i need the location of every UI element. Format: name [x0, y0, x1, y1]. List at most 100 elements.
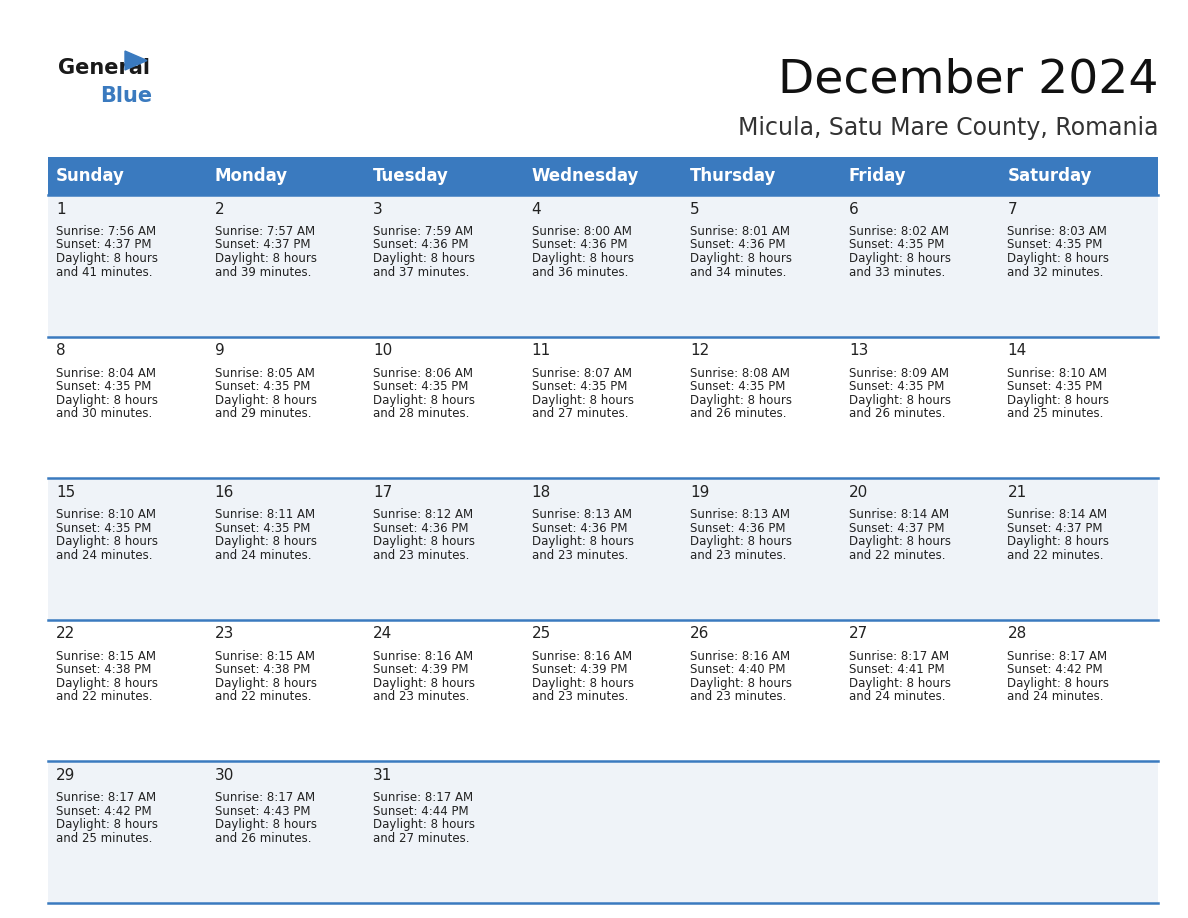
Text: Sunset: 4:36 PM: Sunset: 4:36 PM: [532, 239, 627, 252]
Text: 18: 18: [532, 485, 551, 499]
Text: Sunrise: 8:03 AM: Sunrise: 8:03 AM: [1007, 225, 1107, 238]
Text: and 34 minutes.: and 34 minutes.: [690, 265, 786, 278]
Text: 2: 2: [215, 201, 225, 217]
Text: Wednesday: Wednesday: [532, 167, 639, 185]
Text: Sunset: 4:35 PM: Sunset: 4:35 PM: [690, 380, 785, 393]
Text: 7: 7: [1007, 201, 1017, 217]
Text: Daylight: 8 hours: Daylight: 8 hours: [215, 252, 316, 265]
Text: Daylight: 8 hours: Daylight: 8 hours: [373, 677, 475, 689]
Text: Sunrise: 8:09 AM: Sunrise: 8:09 AM: [849, 366, 949, 380]
Text: Daylight: 8 hours: Daylight: 8 hours: [373, 535, 475, 548]
Text: and 23 minutes.: and 23 minutes.: [373, 690, 469, 703]
Text: 13: 13: [849, 343, 868, 358]
Text: Sunrise: 8:15 AM: Sunrise: 8:15 AM: [215, 650, 315, 663]
Bar: [48, 337, 1158, 478]
Text: Sunset: 4:35 PM: Sunset: 4:35 PM: [1007, 239, 1102, 252]
Bar: [48, 761, 1158, 903]
Text: Daylight: 8 hours: Daylight: 8 hours: [690, 394, 792, 407]
Text: Daylight: 8 hours: Daylight: 8 hours: [849, 252, 950, 265]
Text: 24: 24: [373, 626, 392, 642]
Text: Daylight: 8 hours: Daylight: 8 hours: [215, 677, 316, 689]
Text: Monday: Monday: [215, 167, 287, 185]
Text: Sunset: 4:36 PM: Sunset: 4:36 PM: [373, 239, 468, 252]
Text: and 24 minutes.: and 24 minutes.: [849, 690, 946, 703]
Text: Daylight: 8 hours: Daylight: 8 hours: [56, 535, 158, 548]
Text: Sunset: 4:39 PM: Sunset: 4:39 PM: [532, 664, 627, 677]
Text: 28: 28: [1007, 626, 1026, 642]
Text: Sunset: 4:35 PM: Sunset: 4:35 PM: [849, 380, 944, 393]
Text: and 28 minutes.: and 28 minutes.: [373, 407, 469, 420]
Text: and 26 minutes.: and 26 minutes.: [690, 407, 786, 420]
Text: Sunrise: 8:12 AM: Sunrise: 8:12 AM: [373, 509, 473, 521]
Text: and 37 minutes.: and 37 minutes.: [373, 265, 469, 278]
Text: and 29 minutes.: and 29 minutes.: [215, 407, 311, 420]
Polygon shape: [125, 51, 147, 70]
Text: 31: 31: [373, 767, 392, 783]
Text: Sunset: 4:43 PM: Sunset: 4:43 PM: [215, 805, 310, 818]
Text: 11: 11: [532, 343, 551, 358]
Bar: [48, 620, 1158, 761]
Text: and 27 minutes.: and 27 minutes.: [532, 407, 628, 420]
Text: and 27 minutes.: and 27 minutes.: [373, 832, 469, 845]
Text: 23: 23: [215, 626, 234, 642]
Text: Sunset: 4:35 PM: Sunset: 4:35 PM: [56, 521, 151, 534]
Text: Daylight: 8 hours: Daylight: 8 hours: [215, 535, 316, 548]
Text: Daylight: 8 hours: Daylight: 8 hours: [690, 252, 792, 265]
Text: Sunset: 4:35 PM: Sunset: 4:35 PM: [215, 521, 310, 534]
Text: and 25 minutes.: and 25 minutes.: [56, 832, 152, 845]
Text: Sunrise: 8:16 AM: Sunrise: 8:16 AM: [373, 650, 473, 663]
Text: Friday: Friday: [849, 167, 906, 185]
Text: 27: 27: [849, 626, 868, 642]
Text: Sunrise: 8:15 AM: Sunrise: 8:15 AM: [56, 650, 156, 663]
Text: Sunrise: 8:16 AM: Sunrise: 8:16 AM: [532, 650, 632, 663]
Text: Sunrise: 8:06 AM: Sunrise: 8:06 AM: [373, 366, 473, 380]
Text: and 23 minutes.: and 23 minutes.: [690, 690, 786, 703]
Text: Sunset: 4:42 PM: Sunset: 4:42 PM: [56, 805, 152, 818]
Text: and 26 minutes.: and 26 minutes.: [215, 832, 311, 845]
Text: 8: 8: [56, 343, 65, 358]
Text: Daylight: 8 hours: Daylight: 8 hours: [532, 394, 633, 407]
Text: Daylight: 8 hours: Daylight: 8 hours: [56, 819, 158, 832]
Text: 22: 22: [56, 626, 75, 642]
Text: Sunrise: 8:00 AM: Sunrise: 8:00 AM: [532, 225, 632, 238]
Text: Sunset: 4:35 PM: Sunset: 4:35 PM: [849, 239, 944, 252]
Text: and 25 minutes.: and 25 minutes.: [1007, 407, 1104, 420]
Text: Sunrise: 8:13 AM: Sunrise: 8:13 AM: [690, 509, 790, 521]
Text: Sunrise: 8:14 AM: Sunrise: 8:14 AM: [849, 509, 949, 521]
Text: 15: 15: [56, 485, 75, 499]
Text: 26: 26: [690, 626, 709, 642]
Text: 9: 9: [215, 343, 225, 358]
Text: and 24 minutes.: and 24 minutes.: [56, 549, 152, 562]
Text: 12: 12: [690, 343, 709, 358]
Text: Sunset: 4:37 PM: Sunset: 4:37 PM: [215, 239, 310, 252]
Text: Sunrise: 8:17 AM: Sunrise: 8:17 AM: [373, 791, 473, 804]
Text: Sunrise: 8:13 AM: Sunrise: 8:13 AM: [532, 509, 632, 521]
Text: Saturday: Saturday: [1007, 167, 1092, 185]
Text: and 32 minutes.: and 32 minutes.: [1007, 265, 1104, 278]
Text: Sunrise: 8:02 AM: Sunrise: 8:02 AM: [849, 225, 949, 238]
Text: 20: 20: [849, 485, 868, 499]
Text: Daylight: 8 hours: Daylight: 8 hours: [690, 535, 792, 548]
Text: Micula, Satu Mare County, Romania: Micula, Satu Mare County, Romania: [738, 116, 1158, 140]
Bar: [48, 478, 1158, 620]
Text: General: General: [58, 58, 150, 78]
Text: Sunset: 4:39 PM: Sunset: 4:39 PM: [373, 664, 468, 677]
Text: Sunset: 4:35 PM: Sunset: 4:35 PM: [215, 380, 310, 393]
Text: 10: 10: [373, 343, 392, 358]
Text: Sunset: 4:38 PM: Sunset: 4:38 PM: [215, 664, 310, 677]
Text: Sunset: 4:36 PM: Sunset: 4:36 PM: [532, 521, 627, 534]
Text: Daylight: 8 hours: Daylight: 8 hours: [849, 394, 950, 407]
Text: Sunset: 4:35 PM: Sunset: 4:35 PM: [373, 380, 468, 393]
Text: Sunrise: 8:10 AM: Sunrise: 8:10 AM: [56, 509, 156, 521]
Text: Sunset: 4:38 PM: Sunset: 4:38 PM: [56, 664, 151, 677]
Text: 3: 3: [373, 201, 383, 217]
Text: and 41 minutes.: and 41 minutes.: [56, 265, 152, 278]
Text: and 23 minutes.: and 23 minutes.: [532, 690, 628, 703]
Text: 29: 29: [56, 767, 75, 783]
Text: 19: 19: [690, 485, 709, 499]
Text: 4: 4: [532, 201, 542, 217]
Text: Sunset: 4:35 PM: Sunset: 4:35 PM: [56, 380, 151, 393]
Text: and 36 minutes.: and 36 minutes.: [532, 265, 628, 278]
Text: 25: 25: [532, 626, 551, 642]
Text: Sunrise: 8:17 AM: Sunrise: 8:17 AM: [215, 791, 315, 804]
